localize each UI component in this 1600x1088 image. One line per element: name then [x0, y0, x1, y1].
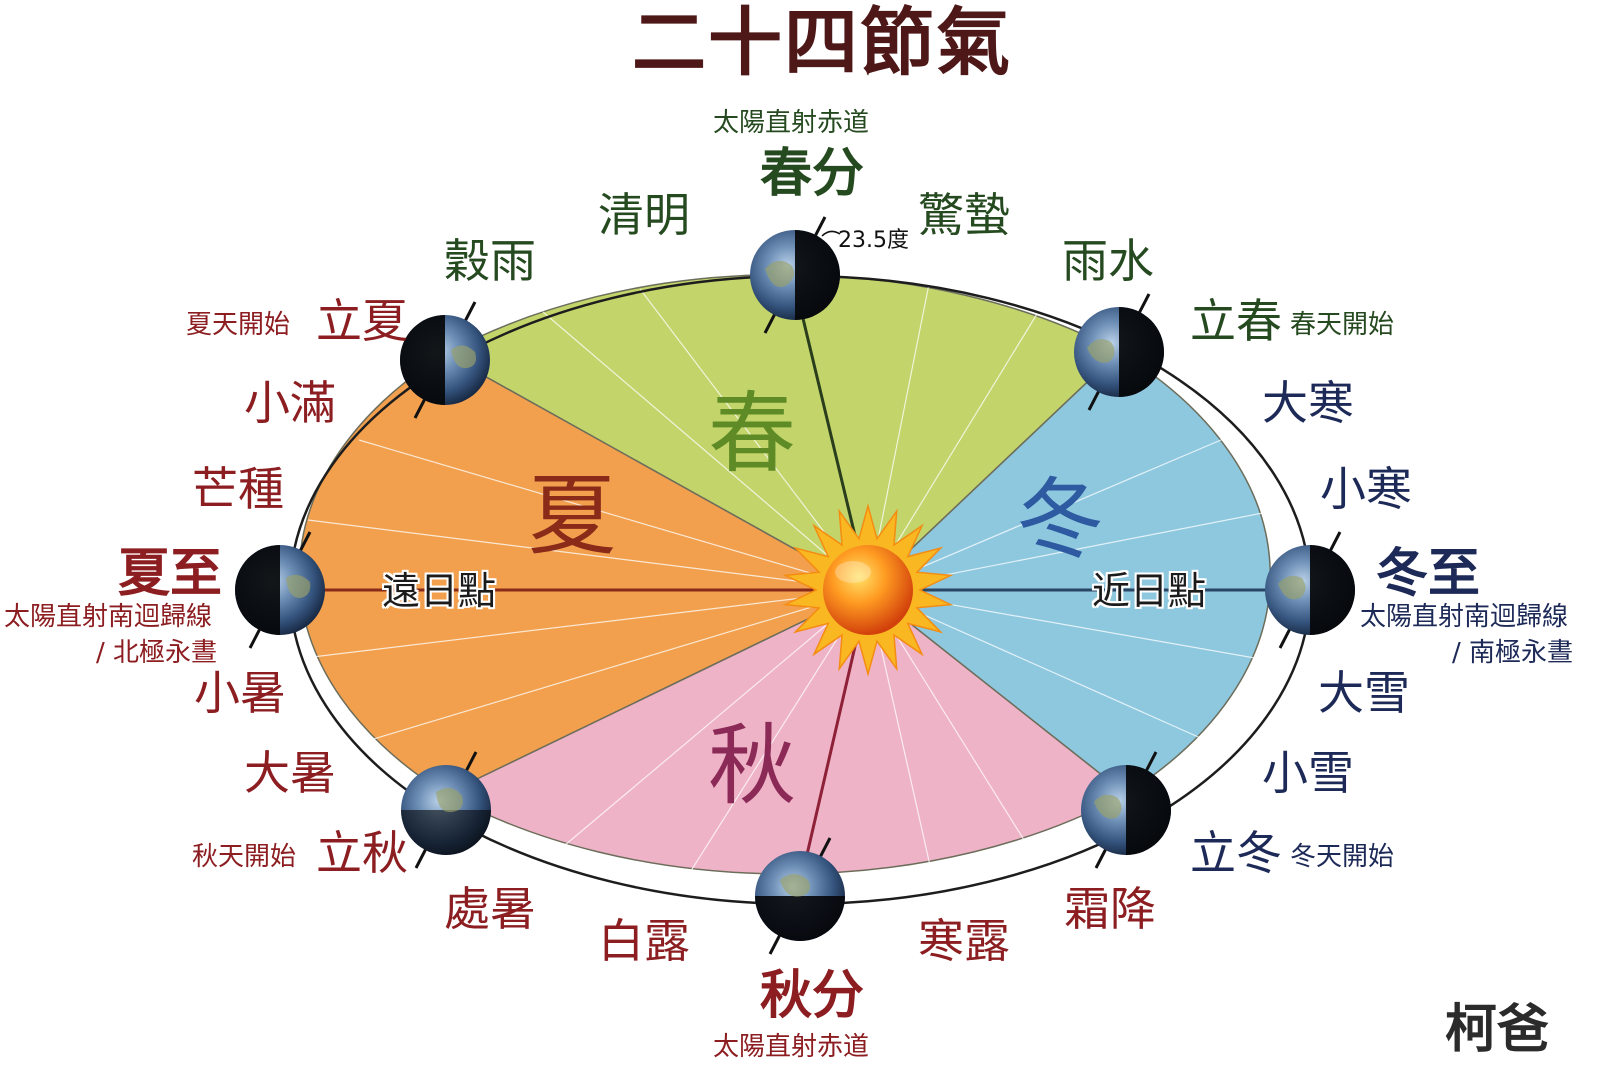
term-lixia: 立夏: [316, 294, 408, 348]
term-daxue: 大雪: [1318, 666, 1410, 720]
term-bailu: 白露: [598, 914, 690, 968]
earth-winter-solstice-icon: [1265, 531, 1355, 649]
autumn-equinox-note: 太陽直射赤道: [713, 1032, 870, 1062]
term-lidong: 立冬: [1190, 826, 1282, 880]
term-dahan: 大寒: [1262, 376, 1354, 430]
aphelion-label: 遠日點: [382, 569, 497, 613]
term-yushui: 雨水: [1062, 234, 1154, 288]
winter-solstice-note-1: 太陽直射南迴歸線: [1360, 602, 1569, 632]
lidong-note: 冬天開始: [1290, 842, 1395, 872]
summer-solstice-note-2: / 北極永晝: [96, 638, 218, 668]
term-shuangjiang: 霜降: [1064, 882, 1156, 936]
sun-icon: [782, 503, 954, 677]
author-credit: 柯爸: [1445, 1000, 1550, 1060]
tilt-label: 23.5度: [838, 228, 909, 253]
term-hanlu: 寒露: [918, 914, 1010, 968]
earth-lichun-icon: [1074, 293, 1164, 411]
term-liqiu: 立秋: [316, 826, 408, 880]
tilt-arc: [821, 230, 841, 237]
term-qingming: 清明: [598, 188, 690, 242]
term-xiaoxue: 小雪: [1262, 746, 1354, 800]
term-mangzhong: 芒種: [192, 462, 284, 516]
earth-liqiu-icon: [401, 751, 491, 869]
earth-spring-equinox-icon: [750, 216, 840, 334]
season-spring: 春: [708, 382, 797, 485]
term-lichun: 立春: [1190, 294, 1282, 348]
term-autumn-equinox: 秋分: [760, 966, 865, 1026]
term-spring-equinox: 春分: [760, 144, 865, 204]
earth-lixia-icon: [400, 301, 490, 419]
liqiu-note: 秋天開始: [192, 842, 297, 872]
lixia-note: 夏天開始: [186, 310, 291, 340]
term-xiaoman: 小滿: [244, 376, 336, 430]
season-winter: 冬: [1016, 468, 1105, 571]
term-xiaohan: 小寒: [1320, 462, 1412, 516]
season-autumn: 秋: [708, 714, 797, 817]
winter-solstice-note-2: / 南極永晝: [1452, 638, 1574, 668]
term-chushu: 處暑: [444, 882, 536, 936]
term-dashu: 大暑: [244, 746, 336, 800]
term-guyu: 穀雨: [444, 234, 536, 288]
earth-summer-solstice-icon: [235, 531, 325, 649]
summer-solstice-note-1: 太陽直射南迴歸線: [4, 602, 213, 632]
diagram-title: 二十四節氣: [632, 0, 1012, 86]
term-xiaoshu: 小暑: [194, 666, 286, 720]
spring-equinox-note: 太陽直射赤道: [713, 108, 870, 138]
earth-autumn-equinox-icon: [755, 837, 845, 955]
perihelion-label: 近日點: [1092, 569, 1207, 613]
earth-lidong-icon: [1081, 751, 1171, 869]
term-summer-solstice: 夏至: [118, 544, 223, 604]
season-summer: 夏: [528, 464, 617, 567]
term-winter-solstice: 冬至: [1376, 544, 1481, 604]
lichun-note: 春天開始: [1290, 310, 1395, 340]
term-jingzhe: 驚蟄: [918, 188, 1010, 242]
